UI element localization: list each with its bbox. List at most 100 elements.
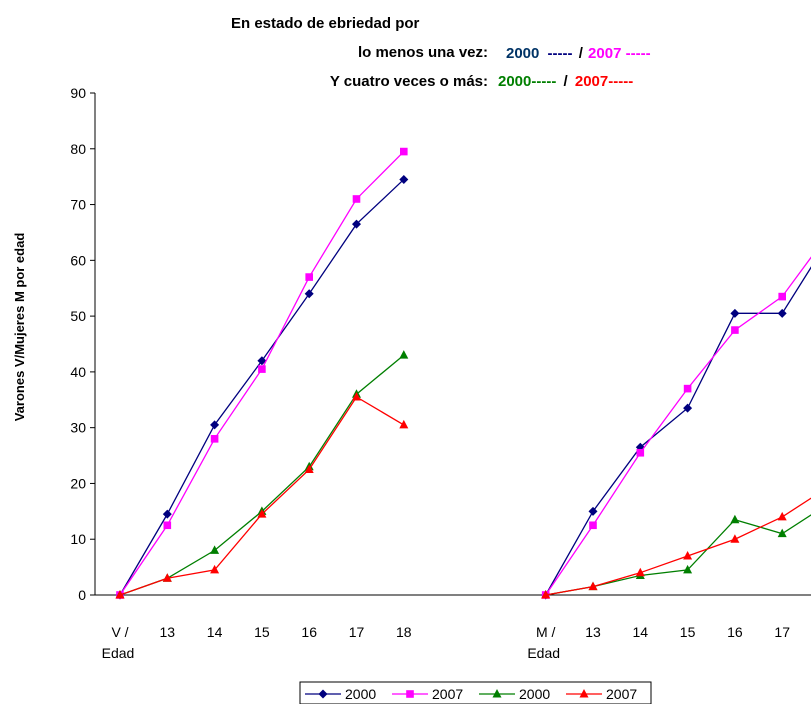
x-tick-label: 17 <box>349 624 365 640</box>
header-2000-green: 2000----- <box>498 73 556 90</box>
data-point <box>778 292 786 301</box>
data-point <box>352 195 361 203</box>
header-2000-blue: 2000 <box>506 45 539 62</box>
data-point <box>730 308 740 318</box>
data-point <box>400 147 408 156</box>
data-point <box>588 506 598 516</box>
data-point <box>115 590 125 599</box>
data-point <box>589 521 597 530</box>
x-tick-label: M / <box>536 624 556 640</box>
header-2007-magenta: 2007 <box>588 45 621 62</box>
series-line <box>119 396 405 596</box>
legend-label: 2007 <box>606 686 637 702</box>
legend-marker <box>492 689 502 698</box>
series-line <box>119 354 405 596</box>
header-2007-red: 2007----- <box>575 73 633 90</box>
legend-label: 2007 <box>432 686 463 702</box>
data-point <box>683 384 692 393</box>
x-tick-sublabel: Edad <box>527 645 560 661</box>
header-slash-2: / <box>564 73 569 90</box>
data-point <box>730 534 740 543</box>
data-point <box>777 511 787 521</box>
data-point <box>304 464 314 473</box>
data-point <box>162 573 172 582</box>
y-ticks: 0 10 20 30 40 50 60 70 80 90 <box>70 85 95 603</box>
x-tick-label: 16 <box>301 624 317 640</box>
header-line-2-legend: 2000 ----- / 2007 ----- <box>506 45 651 62</box>
y-tick-label: 60 <box>70 252 86 268</box>
header-line-3-legend: 2000----- / 2007----- <box>498 73 633 90</box>
data-point <box>588 581 598 591</box>
data-point <box>730 514 740 524</box>
data-point <box>210 435 219 443</box>
x-tick-label: 14 <box>207 624 223 640</box>
series-line <box>545 266 811 596</box>
x-tick-label: 18 <box>396 624 412 640</box>
legend-label: 2000 <box>345 686 376 702</box>
y-tick-label: 30 <box>70 420 86 436</box>
x-tick-label: 15 <box>254 624 270 640</box>
data-point <box>257 509 267 518</box>
series-3-2007 <box>115 391 811 599</box>
y-tick-label: 80 <box>70 141 86 157</box>
y-tick-label: 50 <box>70 308 86 324</box>
x-tick-label: V / <box>111 624 128 640</box>
legend-marker <box>406 690 414 698</box>
data-point <box>210 420 220 430</box>
data-point <box>399 419 409 429</box>
legend: 2000 2007 2000 2007 <box>299 681 652 704</box>
data-point <box>305 273 313 281</box>
series-line <box>545 497 811 596</box>
y-tick-label: 70 <box>70 197 86 213</box>
y-tick-label: 20 <box>70 475 86 491</box>
y-axis-label: Varones V/Mujeres M por edad <box>12 233 27 422</box>
x-tick-label: 13 <box>160 624 176 640</box>
legend-marker <box>318 689 328 699</box>
legend-items: 2000 2007 2000 2007 <box>305 686 637 702</box>
header-line-1: En estado de ebriedad por <box>231 15 420 32</box>
legend-label: 2000 <box>519 686 550 702</box>
header-dash-navy: ----- <box>548 45 573 62</box>
data-point <box>162 509 172 519</box>
y-tick-label: 0 <box>78 587 86 603</box>
series-0-2000 <box>115 174 811 600</box>
data-point <box>258 365 266 373</box>
data-point <box>399 174 409 184</box>
series-1-2007 <box>116 147 811 599</box>
data-point <box>683 550 693 560</box>
data-point <box>635 567 645 577</box>
series-2-2000 <box>115 350 811 599</box>
series-line <box>119 151 405 596</box>
x-tick-sublabel: Edad <box>102 645 135 661</box>
legend-box <box>299 681 652 704</box>
data-point <box>304 289 314 299</box>
header-line-2: lo menos una vez: <box>358 44 488 61</box>
x-tick-label: 16 <box>727 624 743 640</box>
series-line <box>545 256 811 596</box>
y-tick-label: 10 <box>70 531 86 547</box>
plot-area <box>115 147 811 600</box>
data-point <box>163 521 172 530</box>
data-point <box>777 528 787 538</box>
data-point <box>683 403 693 413</box>
data-point <box>257 356 267 366</box>
x-tick-label: 15 <box>680 624 696 640</box>
y-tick-label: 90 <box>70 85 86 101</box>
header-dash-magenta: ----- <box>626 45 651 62</box>
data-point <box>636 448 645 457</box>
data-point <box>399 350 409 359</box>
series-line <box>545 514 811 596</box>
data-point <box>541 590 551 599</box>
data-point <box>352 219 361 229</box>
data-point <box>352 391 361 401</box>
legend-marker <box>579 689 589 698</box>
y-tick-label: 40 <box>70 364 86 380</box>
data-point <box>210 545 220 554</box>
header-line-3: Y cuatro veces o más: <box>330 73 488 90</box>
x-tick-label: 17 <box>774 624 790 640</box>
header-slash-1: / <box>579 45 584 62</box>
x-tick-label: 13 <box>585 624 601 640</box>
data-point <box>683 564 693 574</box>
